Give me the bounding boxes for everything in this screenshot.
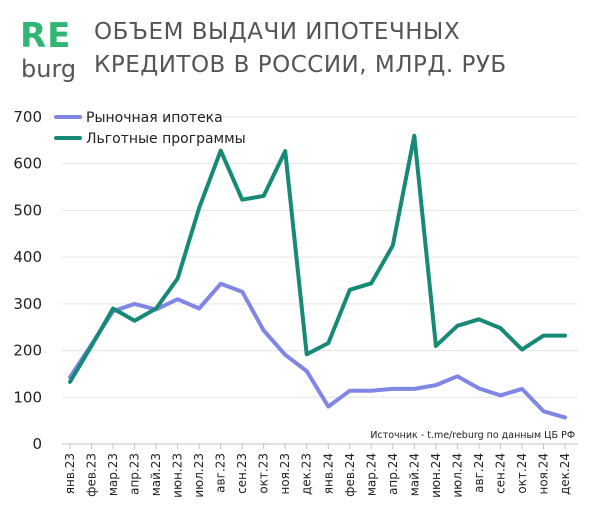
x-tick-label: янв.24 xyxy=(321,453,335,494)
x-tick-label: апр.23 xyxy=(128,453,142,495)
x-tick-label: окт.23 xyxy=(257,453,271,494)
y-tick-label: 300 xyxy=(13,295,42,313)
x-tick-label: апр.24 xyxy=(386,453,400,495)
x-tick-label: ноя.24 xyxy=(536,453,550,495)
x-tick-label: ноя.23 xyxy=(278,453,292,495)
legend: Рыночная ипотека Льготные программы xyxy=(54,110,246,147)
y-tick-label: 400 xyxy=(13,248,42,266)
x-tick-label: фев.23 xyxy=(85,453,99,497)
y-tick-label: 700 xyxy=(13,108,42,126)
x-tick-label: июл.23 xyxy=(192,453,206,498)
y-tick-label: 600 xyxy=(13,155,42,173)
x-tick-label: авг.23 xyxy=(214,453,228,493)
x-tick-label: окт.24 xyxy=(515,453,529,494)
x-tick-label: сен.24 xyxy=(493,453,507,494)
legend-label-2: Льготные программы xyxy=(86,131,246,147)
series-line-2 xyxy=(68,133,567,384)
logo-bottom-text: burg xyxy=(21,55,77,83)
x-tick-label: июн.24 xyxy=(429,453,443,498)
chart-title: ОБЪЕМ ВЫДАЧИ ИПОТЕЧНЫХ КРЕДИТОВ В РОССИИ… xyxy=(94,16,574,82)
reburg-logo: RE burg xyxy=(20,16,82,86)
x-tick-label: май.24 xyxy=(407,453,421,496)
x-tick-label: мар.23 xyxy=(106,453,120,496)
x-axis: янв.23 фев.23 мар.23 апр.23 май.23 июн.23 июл.… xyxy=(62,443,578,498)
x-tick-label: фев.24 xyxy=(343,453,357,497)
source-note: Источник - t.me/reburg по данным ЦБ РФ xyxy=(370,430,575,441)
legend-label-1: Рыночная ипотека xyxy=(86,110,223,126)
logo-top-text: RE xyxy=(20,16,72,56)
x-tick-label: авг.24 xyxy=(472,453,486,493)
y-tick-label: 500 xyxy=(13,201,42,219)
x-tick-label: янв.23 xyxy=(63,453,77,494)
y-tick-label: 100 xyxy=(13,388,42,406)
x-tick-label: июл.24 xyxy=(450,453,464,498)
x-tick-label: дек.23 xyxy=(300,453,314,495)
chart-title-line-1: ОБЪЕМ ВЫДАЧИ ИПОТЕЧНЫХ xyxy=(94,19,461,45)
x-tick-label: мар.24 xyxy=(364,453,378,496)
y-axis: 0 100 200 300 400 500 600 700 xyxy=(13,108,42,453)
x-tick-label: дек.24 xyxy=(558,453,572,495)
series-lines xyxy=(68,133,567,420)
chart-title-line-2: КРЕДИТОВ В РОССИИ, МЛРД. РУБ xyxy=(94,52,507,78)
x-tick-label: май.23 xyxy=(149,453,163,496)
y-tick-label: 200 xyxy=(13,342,42,360)
y-tick-label: 0 xyxy=(32,435,42,453)
x-tick-label: июн.23 xyxy=(171,453,185,498)
x-tick-label: сен.23 xyxy=(235,453,249,494)
